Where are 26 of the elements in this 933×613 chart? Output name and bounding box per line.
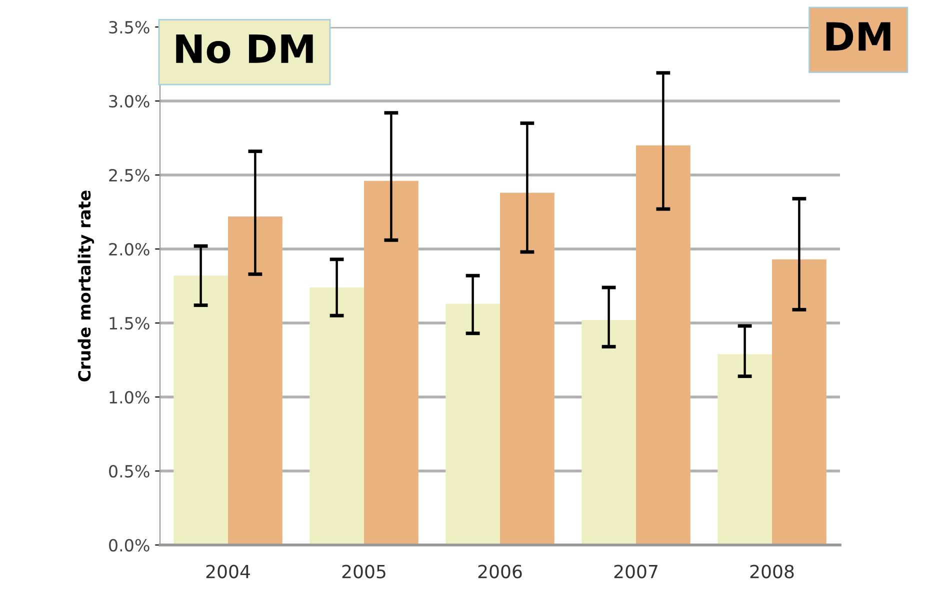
bar	[636, 145, 690, 545]
x-tick-label: 2005	[342, 564, 386, 578]
bar	[772, 259, 826, 545]
bar	[446, 304, 500, 545]
x-tick-label: 2008	[750, 564, 794, 578]
bar	[718, 354, 772, 545]
bar	[228, 216, 282, 545]
text: No DM	[176, 34, 313, 64]
bar	[582, 320, 636, 545]
y-tick-label: 0.5%	[109, 464, 150, 478]
y-tick-label: 3.0%	[109, 94, 150, 108]
y-tick-label: 1.5%	[110, 316, 150, 330]
x-tick-label: 2006	[478, 564, 522, 578]
y-tick-label: 2.0%	[109, 242, 150, 256]
x-tick-label: 2007	[614, 564, 658, 578]
text: DM	[826, 22, 890, 51]
bar	[174, 276, 228, 545]
y-tick-label: 2.5%	[109, 168, 150, 182]
bar	[364, 180, 418, 545]
bar	[310, 287, 364, 545]
y-axis-title: Crude mortality rate	[78, 190, 94, 382]
y-tick-label: 0.0%	[109, 538, 150, 552]
x-tick-label: 2004	[206, 564, 250, 578]
y-tick-label: 3.5%	[109, 20, 150, 34]
y-tick-label: 1.0%	[110, 390, 150, 404]
bar	[500, 192, 554, 545]
